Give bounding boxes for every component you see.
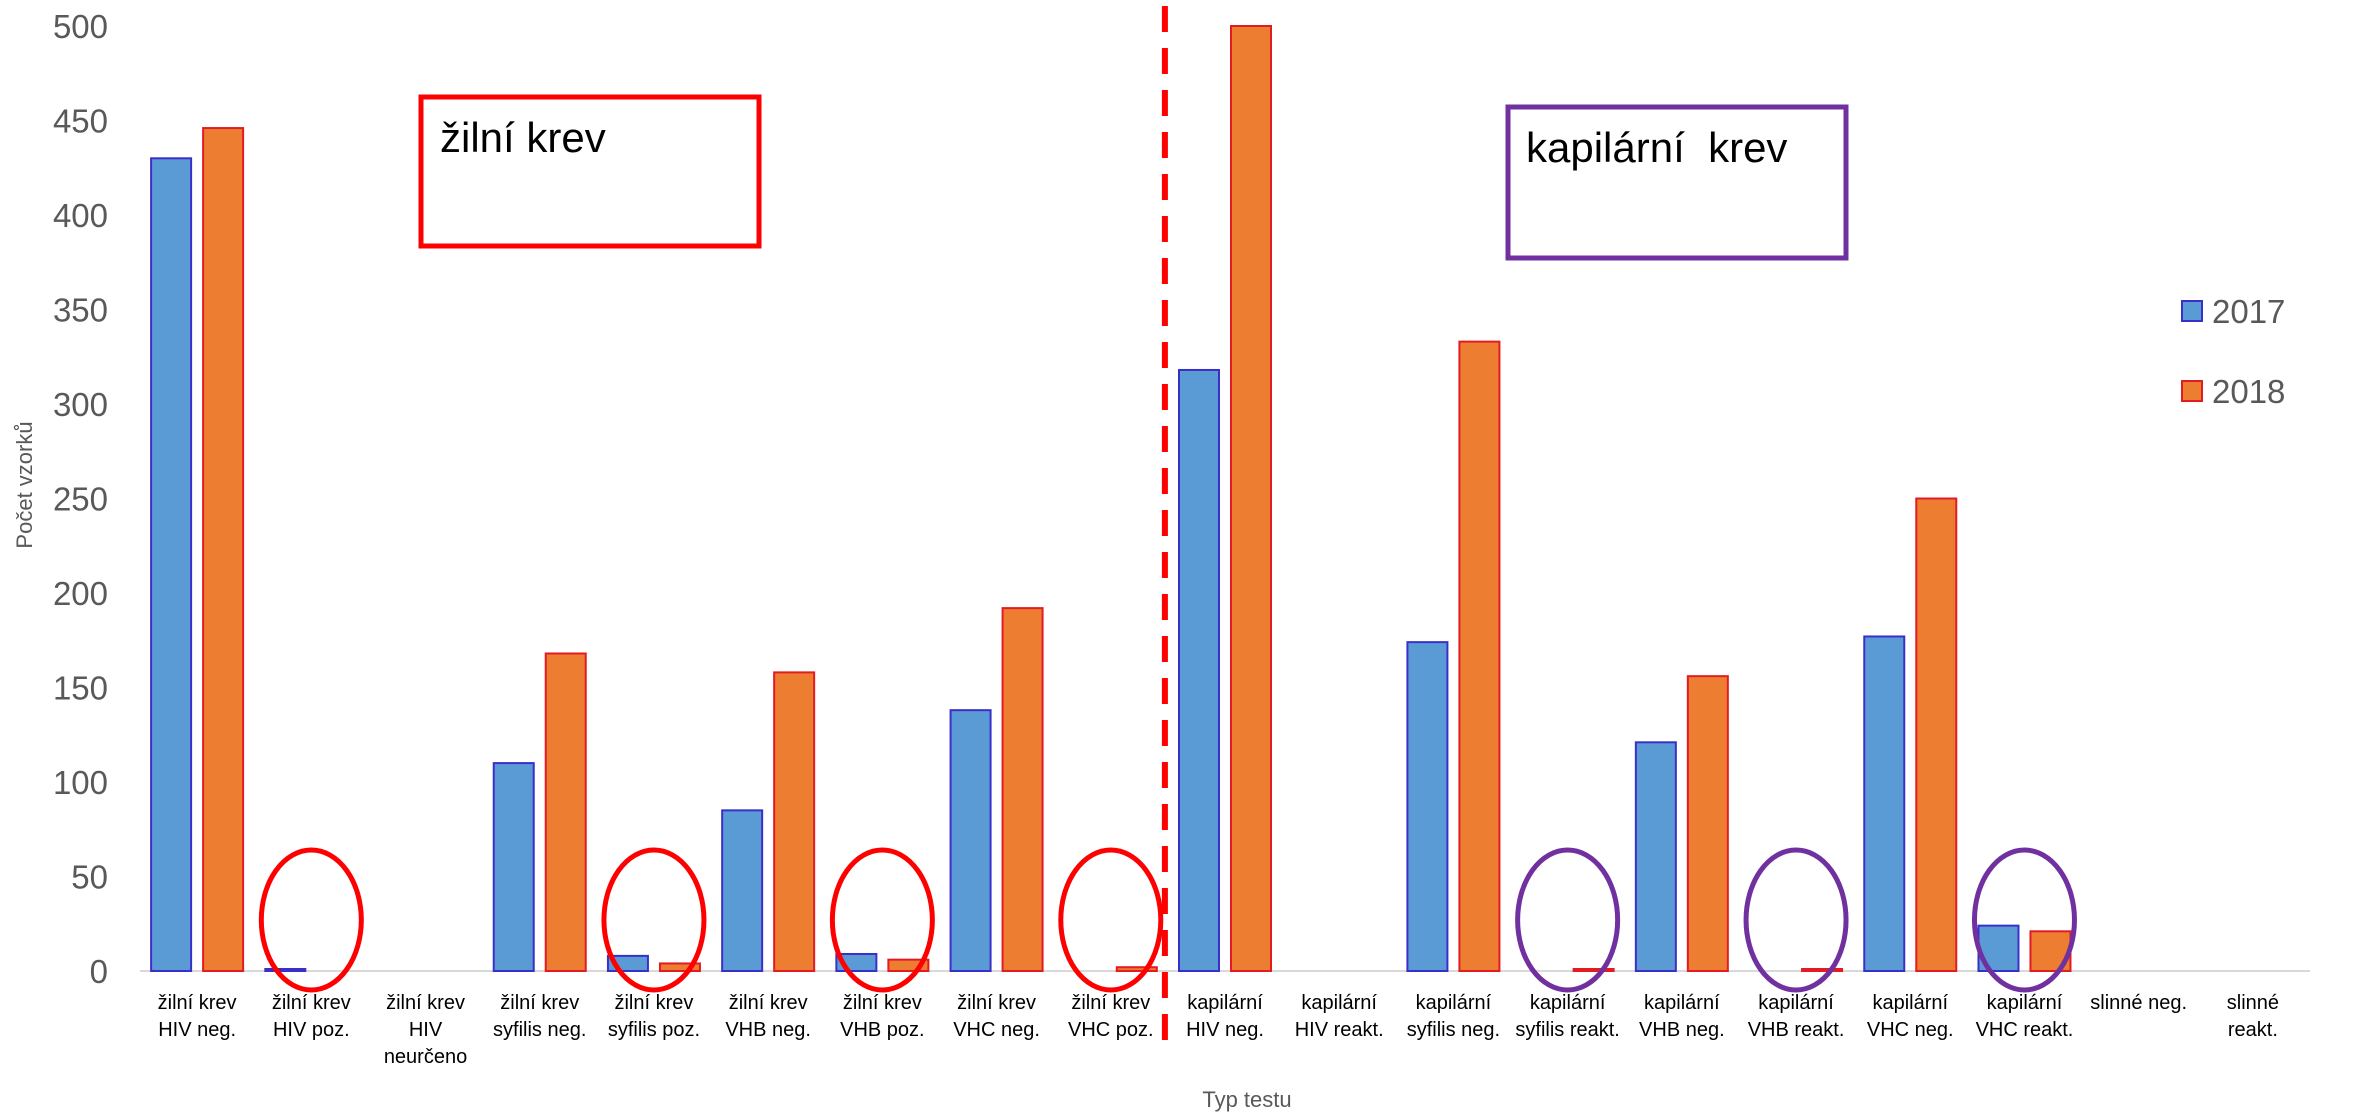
bar-2017-15	[1863, 635, 1906, 972]
x-tick-label: žilní krev HIV poz.	[272, 992, 351, 1041]
y-axis-ticks: 0 50 100 150 200 250 300 350 400 450 500	[53, 8, 108, 990]
bar-2018-0	[202, 127, 245, 972]
x-tick-label: kapilární HIV reakt.	[1295, 992, 1384, 1041]
x-tick-label: kapilární VHB reakt.	[1748, 992, 1845, 1041]
bar-2017-16	[1977, 924, 2020, 973]
y-axis-title: Počet vzorků	[12, 421, 37, 548]
highlight-circle	[1971, 847, 2077, 993]
highlight-circle	[1515, 847, 1621, 993]
bar-2018-7	[1001, 607, 1044, 972]
y-tick-label: 450	[53, 103, 108, 140]
x-axis-category-labels: žilní krev HIV neg. žilní krev HIV poz. žiln…	[158, 992, 2279, 1068]
bar-2017-5	[721, 809, 764, 972]
bar-2017-0	[150, 157, 193, 973]
capillary-blood-label: kapilární krev	[1526, 124, 1787, 171]
highlight-circle	[1743, 847, 1849, 993]
venous-blood-box	[418, 94, 762, 249]
y-tick-label: 250	[53, 481, 108, 518]
bar-2018-4	[658, 962, 701, 973]
legend-label-2018: 2018	[2212, 373, 2285, 410]
bar-2017-1	[264, 968, 307, 972]
venous-blood-label: žilní krev	[440, 114, 606, 161]
x-axis-title: Typ testu	[1202, 1087, 1291, 1112]
y-tick-label: 150	[53, 670, 108, 707]
capillary-blood-box	[1505, 104, 1849, 261]
highlight-circles	[258, 847, 2077, 993]
legend-swatch-2018	[2181, 380, 2203, 402]
highlight-circle	[258, 847, 364, 993]
x-tick-label: slinné reakt.	[2227, 992, 2279, 1041]
y-tick-label: 200	[53, 575, 108, 612]
x-tick-label: kapilární syfilis neg.	[1407, 992, 1500, 1041]
x-tick-label: žilní krev VHB poz.	[840, 992, 924, 1041]
x-tick-label: žilní krev VHB neg.	[725, 992, 811, 1041]
y-tick-label: 350	[53, 292, 108, 329]
x-tick-label: žilní krev HIV neurčeno	[384, 992, 467, 1068]
legend-label-2017: 2017	[2212, 293, 2285, 330]
bar-2018-6	[887, 958, 930, 972]
bar-2018-11	[1458, 340, 1501, 972]
legend-swatch-2017	[2181, 300, 2203, 322]
bar-2018-14	[1801, 968, 1844, 972]
bar-2018-8	[1115, 966, 1158, 972]
highlight-circle	[829, 847, 935, 993]
x-tick-label: kapilární VHC neg.	[1867, 992, 1954, 1041]
y-tick-label: 50	[71, 859, 108, 896]
x-tick-label: kapilární syfilis reakt.	[1515, 992, 1619, 1041]
x-tick-label: žilní krev syfilis neg.	[493, 992, 586, 1041]
bar-2018-12	[1572, 968, 1615, 972]
x-tick-label: kapilární VHC reakt.	[1976, 992, 2074, 1041]
x-tick-label: slinné neg.	[2090, 992, 2187, 1014]
bar-2017-7	[949, 709, 992, 972]
bar-2018-13	[1686, 675, 1729, 972]
y-tick-label: 100	[53, 764, 108, 801]
y-tick-label: 300	[53, 386, 108, 423]
x-tick-label: kapilární VHB neg.	[1639, 992, 1725, 1041]
bar-2018-15	[1915, 497, 1958, 972]
y-tick-label: 500	[53, 8, 108, 45]
y-tick-label: 400	[53, 197, 108, 234]
annotations: žilní krev kapilární krev	[258, 6, 2077, 1050]
y-tick-label: 0	[90, 953, 108, 990]
bar-2018-5	[773, 671, 816, 972]
x-tick-label: žilní krev syfilis poz.	[608, 992, 700, 1041]
highlight-circle	[1058, 847, 1164, 993]
x-tick-label: žilní krev VHC neg.	[953, 992, 1040, 1041]
x-tick-label: žilní krev HIV neg.	[158, 992, 237, 1041]
highlight-circle	[601, 847, 707, 993]
bars	[150, 25, 2072, 973]
bar-2017-13	[1634, 741, 1677, 972]
legend: 2017 2018	[2181, 293, 2285, 410]
bar-2018-3	[544, 652, 587, 972]
bar-2017-9	[1178, 368, 1220, 973]
bar-2017-11	[1406, 641, 1449, 972]
bar-2018-9	[1230, 25, 1272, 972]
x-tick-label: kapilární HIV neg.	[1186, 992, 1264, 1041]
x-tick-label: žilní krev VHC poz.	[1068, 992, 1154, 1041]
bar-2017-3	[492, 762, 535, 972]
